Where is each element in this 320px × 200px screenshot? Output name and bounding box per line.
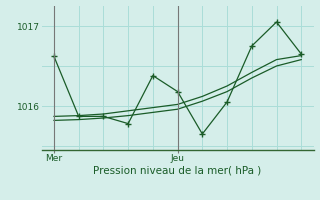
X-axis label: Pression niveau de la mer( hPa ): Pression niveau de la mer( hPa ) bbox=[93, 166, 262, 176]
